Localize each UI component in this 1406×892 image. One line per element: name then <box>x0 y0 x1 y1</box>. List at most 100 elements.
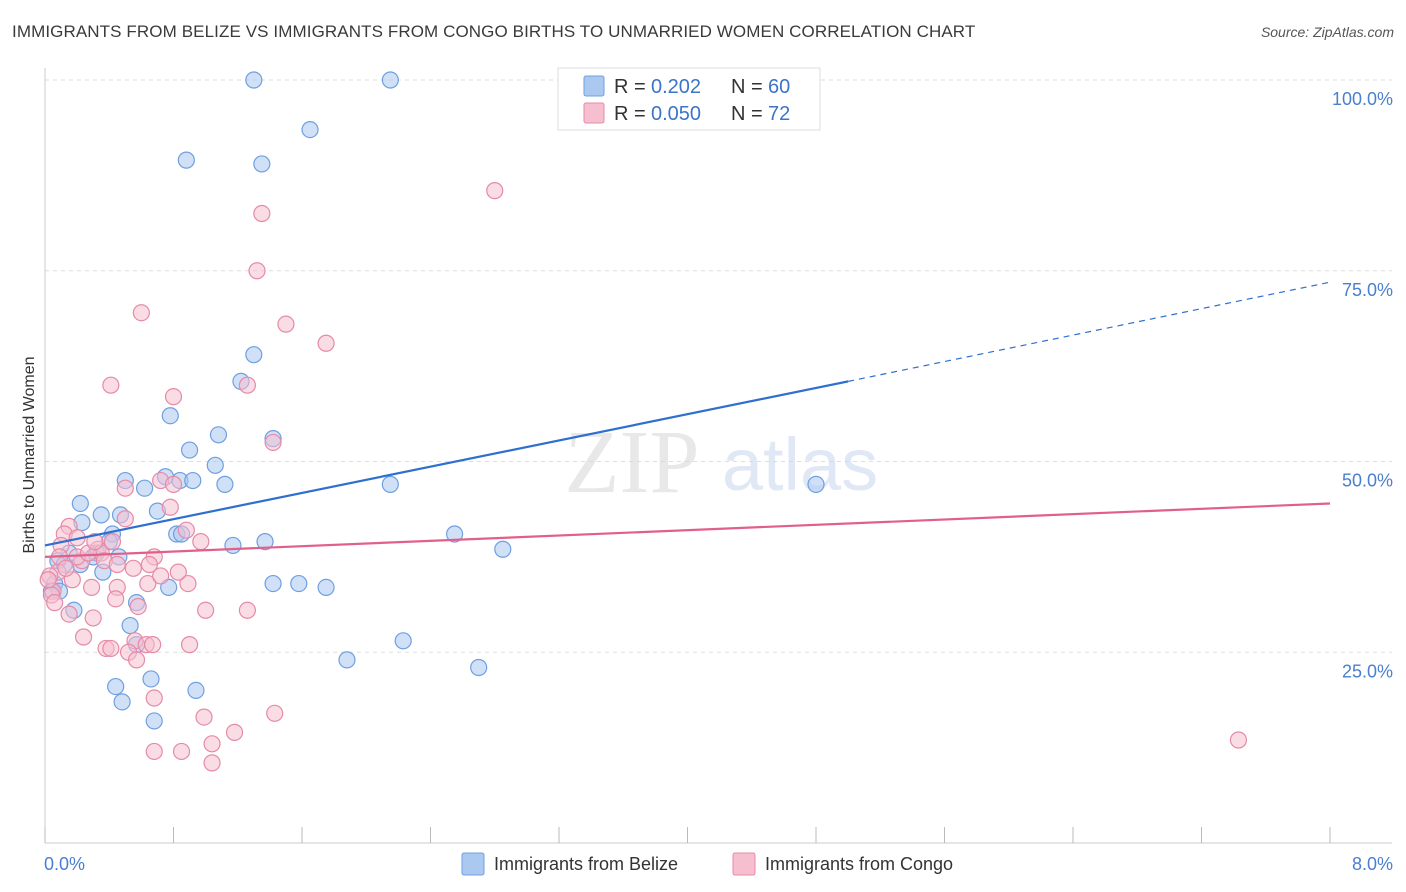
point-congo-46 <box>144 636 162 654</box>
point-congo-12 <box>116 479 134 497</box>
point-belize-8 <box>209 426 228 444</box>
point-congo-5 <box>317 334 335 352</box>
trend-line-belize-extension <box>848 281 1331 382</box>
point-congo-47 <box>180 636 199 654</box>
point-belize-55 <box>113 693 131 711</box>
tick-labels: 25.0% 50.0% 75.0% 100.0% 0.0% 8.0% <box>44 89 1393 874</box>
point-belize-47 <box>121 616 139 635</box>
point-congo-62 <box>57 559 75 577</box>
point-congo-52 <box>145 689 163 707</box>
watermark-zip: ZIP <box>565 413 700 512</box>
point-belize-51 <box>470 658 488 677</box>
point-congo-66 <box>124 559 142 577</box>
point-congo-40 <box>238 601 256 619</box>
point-congo-71 <box>39 571 57 589</box>
point-congo-70 <box>46 594 64 612</box>
trend-line-congo <box>44 502 1331 558</box>
point-congo-53 <box>195 708 213 726</box>
point-congo-38 <box>129 597 147 616</box>
point-congo-19 <box>103 533 122 551</box>
point-congo-11 <box>164 475 183 493</box>
point-belize-32 <box>494 540 512 558</box>
point-belize-43 <box>317 578 335 596</box>
point-belize-29 <box>256 533 274 551</box>
y-tick-label-3: 100.0% <box>1332 89 1393 109</box>
point-congo-39 <box>197 601 215 619</box>
point-belize-53 <box>107 677 125 696</box>
point-belize-19 <box>807 475 825 493</box>
point-belize-11 <box>206 456 224 474</box>
y-tick-label-1: 50.0% <box>1342 471 1393 491</box>
point-belize-18 <box>381 475 399 493</box>
point-congo-55 <box>266 704 284 722</box>
point-congo-51 <box>127 651 146 669</box>
point-belize-21 <box>92 506 110 524</box>
legend-n-value-congo: 72 <box>768 103 790 125</box>
point-congo-37 <box>107 590 125 608</box>
point-congo-56 <box>203 735 221 753</box>
bottom-legend-swatch-belize <box>461 852 485 876</box>
point-congo-15 <box>116 510 134 528</box>
trend-line-belize <box>44 380 849 547</box>
x-tick-label-0: 0.0% <box>44 854 85 874</box>
point-congo-2 <box>248 262 266 280</box>
watermark-atlas: atlas <box>722 423 878 506</box>
y-tick-label-0: 25.0% <box>1342 661 1393 681</box>
point-congo-27 <box>108 555 126 574</box>
bottom-legend-swatch-congo <box>732 852 756 876</box>
legend-n-label-1: N = <box>731 76 763 98</box>
point-congo-6 <box>102 376 120 394</box>
legend-swatch-congo <box>583 102 605 124</box>
legend-r-label-2: R = <box>614 103 646 125</box>
axes <box>44 68 1392 844</box>
point-belize-10 <box>180 441 199 459</box>
legend-n-value-belize: 60 <box>768 76 790 98</box>
point-belize-48 <box>394 632 412 650</box>
point-congo-49 <box>102 639 120 658</box>
y-axis-label: Births to Unmarried Women <box>21 356 38 553</box>
point-congo-0 <box>486 182 504 200</box>
bottom-legend-label-congo: Immigrants from Congo <box>765 854 953 874</box>
point-congo-41 <box>60 605 78 623</box>
point-congo-54 <box>225 723 244 741</box>
point-congo-68 <box>152 567 170 585</box>
watermark: ZIP atlas <box>565 413 879 512</box>
point-belize-28 <box>445 525 464 543</box>
point-congo-20 <box>192 533 210 551</box>
source-label: Source: ZipAtlas.com <box>1260 24 1394 40</box>
point-belize-15 <box>184 471 202 490</box>
point-belize-41 <box>264 574 282 593</box>
point-belize-31 <box>224 536 242 555</box>
point-belize-42 <box>290 574 308 593</box>
point-belize-0 <box>245 71 263 89</box>
point-belize-20 <box>71 494 89 513</box>
point-belize-3 <box>177 151 195 169</box>
x-tick-label-1: 8.0% <box>1352 854 1393 874</box>
point-congo-16 <box>177 521 195 539</box>
point-congo-60 <box>1229 731 1248 749</box>
point-congo-1 <box>253 204 271 223</box>
grid-lines <box>45 79 1392 653</box>
point-congo-4 <box>277 315 295 333</box>
point-congo-7 <box>238 376 256 394</box>
point-belize-52 <box>142 670 160 688</box>
point-congo-65 <box>86 533 104 551</box>
point-belize-7 <box>161 407 179 425</box>
point-belize-54 <box>187 681 205 700</box>
point-congo-42 <box>84 609 102 627</box>
legend-box: R = 0.202 N = 60 R = 0.050 N = 72 <box>557 67 821 131</box>
point-congo-33 <box>82 578 101 596</box>
legend-r-value-belize: 0.202 <box>651 76 701 98</box>
legend-r-label-1: R = <box>614 76 646 98</box>
point-congo-67 <box>140 555 159 574</box>
point-congo-13 <box>161 498 179 516</box>
point-belize-2 <box>301 120 319 139</box>
point-congo-3 <box>132 304 150 322</box>
point-belize-17 <box>135 479 154 497</box>
point-congo-59 <box>203 754 221 772</box>
chart-title: IMMIGRANTS FROM BELIZE VS IMMIGRANTS FRO… <box>12 22 976 41</box>
bottom-legend: Immigrants from Belize Immigrants from C… <box>461 852 953 876</box>
bottom-legend-label-belize: Immigrants from Belize <box>494 854 678 874</box>
point-belize-16 <box>216 475 234 493</box>
